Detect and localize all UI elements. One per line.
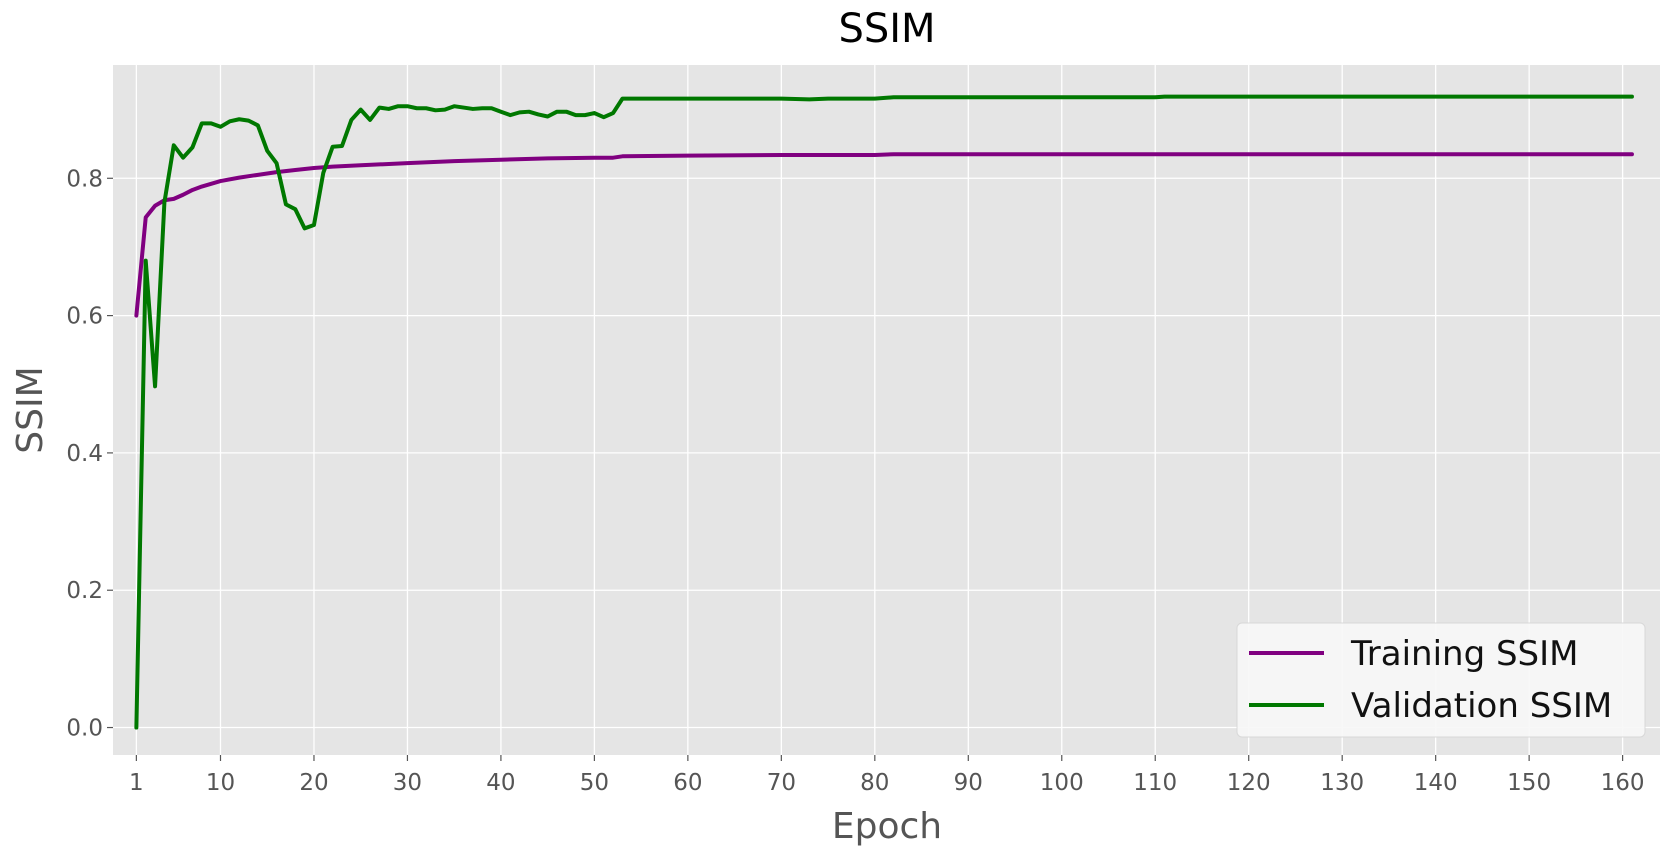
chart-title: SSIM xyxy=(838,6,935,52)
legend-label: Validation SSIM xyxy=(1351,686,1612,726)
y-axis-label: SSIM xyxy=(10,366,51,453)
x-tick-label: 160 xyxy=(1601,770,1645,796)
y-tick-label: 0.6 xyxy=(66,304,103,330)
x-axis-label: Epoch xyxy=(832,806,942,847)
x-tick-label: 130 xyxy=(1320,770,1364,796)
legend: Training SSIM Validation SSIM xyxy=(1236,622,1646,738)
x-axis-ticks: 1 10 20 30 40 50 60 70 80 90 100 110 120 130 140 150 160 xyxy=(129,755,1645,796)
x-tick-label: 100 xyxy=(1040,770,1084,796)
x-tick-label: 110 xyxy=(1133,770,1177,796)
y-tick-label: 0.4 xyxy=(66,441,103,467)
series-line-validation xyxy=(134,94,1634,730)
x-tick-label: 20 xyxy=(299,770,328,796)
series-line-training xyxy=(134,152,1634,318)
y-tick-label: 0.8 xyxy=(66,166,103,192)
x-tick-label: 140 xyxy=(1414,770,1458,796)
x-tick-label: 90 xyxy=(954,770,983,796)
x-tick-label: 40 xyxy=(486,770,515,796)
x-tick-label: 150 xyxy=(1507,770,1551,796)
series-lines xyxy=(134,94,1634,730)
x-tick-label: 1 xyxy=(129,770,144,796)
y-tick-label: 0.0 xyxy=(66,716,103,742)
x-tick-label: 60 xyxy=(673,770,702,796)
x-tick-label: 70 xyxy=(767,770,796,796)
x-tick-label: 10 xyxy=(206,770,235,796)
x-tick-label: 50 xyxy=(580,770,609,796)
y-axis-ticks: 0.0 0.2 0.4 0.6 0.8 xyxy=(66,166,113,742)
x-tick-label: 30 xyxy=(393,770,422,796)
x-tick-label: 120 xyxy=(1227,770,1271,796)
grid-lines xyxy=(113,65,1660,755)
y-tick-label: 0.2 xyxy=(66,578,103,604)
x-tick-label: 80 xyxy=(860,770,889,796)
legend-box xyxy=(1236,622,1646,738)
legend-label: Training SSIM xyxy=(1350,634,1579,674)
